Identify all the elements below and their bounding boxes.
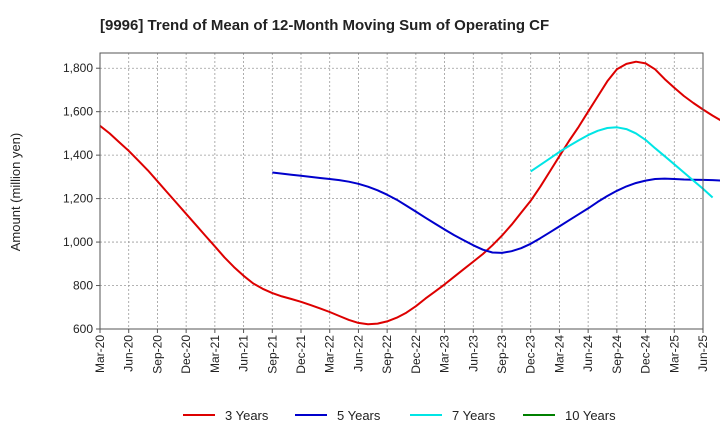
chart-title: [9996] Trend of Mean of 12-Month Moving … bbox=[100, 17, 549, 34]
y-tick-labels: 600 800 1,000 1,200 1,400 1,600 1,800 bbox=[63, 61, 100, 336]
x-tick-labels: Mar-20 Jun-20 Sep-20 Dec-20 Mar-21 Jun-21 Sep-… bbox=[93, 329, 710, 374]
y-tick-label: 1,800 bbox=[63, 61, 93, 75]
x-tick-label: Mar-24 bbox=[552, 335, 566, 373]
x-tick-label: Mar-25 bbox=[667, 335, 681, 373]
y-tick-label: 1,400 bbox=[63, 148, 93, 162]
y-tick-label: 800 bbox=[73, 279, 93, 293]
x-tick-label: Sep-20 bbox=[150, 335, 164, 374]
x-tick-label: Dec-24 bbox=[639, 335, 653, 374]
x-tick-label: Jun-24 bbox=[581, 335, 595, 372]
x-tick-label: Mar-21 bbox=[208, 335, 222, 373]
legend: 3 Years 5 Years 7 Years 10 Years bbox=[183, 408, 616, 423]
x-tick-label: Jun-22 bbox=[351, 335, 365, 372]
series-line-7-years bbox=[530, 126, 714, 199]
x-tick-label: Mar-23 bbox=[438, 335, 452, 373]
x-tick-label: Mar-22 bbox=[323, 335, 337, 373]
x-tick-label: Jun-25 bbox=[696, 335, 710, 372]
x-tick-label: Dec-21 bbox=[294, 335, 308, 374]
series-line-5-years bbox=[272, 171, 720, 254]
series-lines bbox=[99, 60, 720, 326]
legend-label: 7 Years bbox=[452, 408, 496, 423]
x-tick-label: Dec-22 bbox=[409, 335, 423, 374]
y-tick-label: 1,600 bbox=[63, 105, 93, 119]
y-tick-label: 1,000 bbox=[63, 235, 93, 249]
y-tick-label: 1,200 bbox=[63, 192, 93, 206]
legend-label: 5 Years bbox=[337, 408, 381, 423]
series-line-3-years bbox=[99, 60, 720, 326]
x-tick-label: Sep-23 bbox=[495, 335, 509, 374]
grid-lines bbox=[99, 53, 704, 330]
y-axis-label: Amount (million yen) bbox=[8, 133, 23, 252]
x-tick-label: Sep-22 bbox=[380, 335, 394, 374]
x-tick-label: Dec-23 bbox=[524, 335, 538, 374]
x-tick-label: Jun-20 bbox=[122, 335, 136, 372]
x-tick-label: Jun-21 bbox=[237, 335, 251, 372]
x-tick-label: Mar-20 bbox=[93, 335, 107, 373]
legend-label: 3 Years bbox=[225, 408, 269, 423]
x-tick-label: Sep-21 bbox=[265, 335, 279, 374]
x-tick-label: Dec-20 bbox=[179, 335, 193, 374]
x-tick-label: Jun-23 bbox=[466, 335, 480, 372]
y-tick-label: 600 bbox=[73, 322, 93, 336]
x-tick-label: Sep-24 bbox=[610, 335, 624, 374]
legend-label: 10 Years bbox=[565, 408, 616, 423]
plot-area-border bbox=[99, 52, 704, 330]
